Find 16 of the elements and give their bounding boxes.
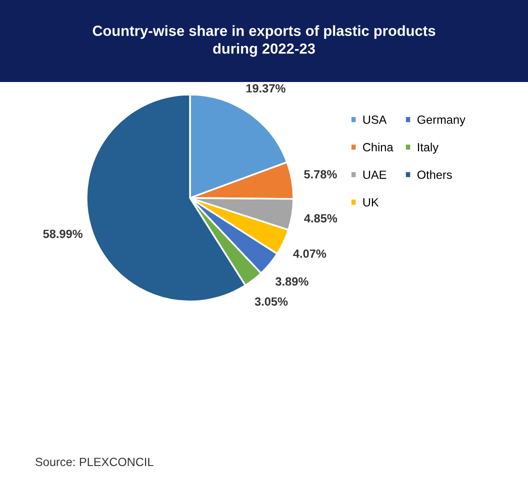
legend-label: USA	[363, 116, 387, 124]
legend-label: Germany	[417, 116, 466, 126]
data-label: 5.78%	[304, 170, 337, 178]
legend-label: Others	[417, 170, 452, 179]
legend-label: UK	[363, 198, 379, 206]
chart-title: Country-wise share in exports of plastic products during 2022-23	[92, 25, 436, 57]
data-label: 19.37%	[246, 84, 286, 93]
legend-label: China	[363, 142, 394, 152]
data-label: 3.89%	[275, 277, 308, 286]
legend-label: Italy	[418, 142, 439, 154]
data-label: 4.07%	[293, 249, 326, 258]
data-label: 4.85%	[304, 214, 338, 222]
data-label: 58.99%	[43, 230, 83, 238]
source-note: Source: PLEXCONCIL	[36, 458, 154, 466]
legend-label: UAE	[363, 170, 386, 179]
data-label: 3.05%	[254, 297, 288, 306]
